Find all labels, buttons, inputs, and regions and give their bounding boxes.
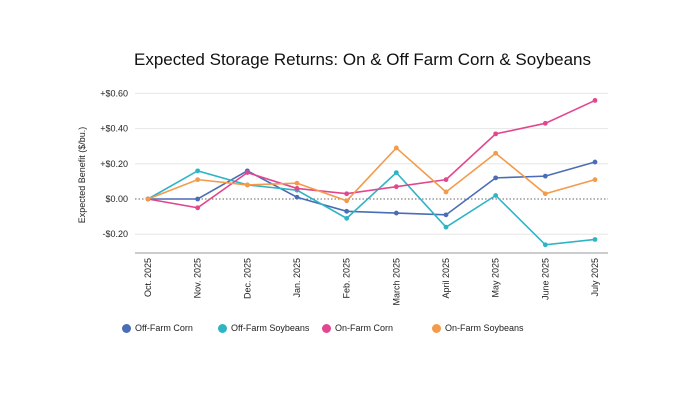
x-tick-label: Oct. 2025 [143, 258, 153, 297]
data-point [443, 212, 449, 218]
y-tick-label: +$0.40 [100, 124, 128, 134]
data-point [493, 175, 499, 181]
data-point [195, 177, 201, 183]
y-tick-label: +$0.60 [100, 88, 128, 98]
legend: Off-Farm Corn Off-Farm Soybeans On-Farm Co… [122, 323, 552, 333]
legend-item: Off-Farm Soybeans [218, 323, 322, 333]
legend-label: On-Farm Soybeans [445, 323, 524, 333]
data-point [294, 194, 300, 200]
data-point [195, 196, 201, 202]
data-point [542, 242, 548, 248]
x-tick-label: April 2025 [441, 258, 451, 299]
y-tick-label: -$0.20 [102, 229, 128, 239]
data-point [443, 224, 449, 230]
data-point [145, 196, 151, 202]
data-point [542, 191, 548, 197]
x-tick-label: Jan. 2025 [292, 258, 302, 298]
y-tick-label: +$0.20 [100, 159, 128, 169]
data-point [344, 198, 350, 204]
data-point [493, 131, 499, 137]
legend-label: Off-Farm Soybeans [231, 323, 310, 333]
x-tick-label: May 2025 [491, 258, 501, 298]
series-line [147, 146, 596, 202]
data-point [542, 173, 548, 179]
chart-title: Expected Storage Returns: On & Off Farm … [134, 50, 592, 69]
legend-item: On-Farm Corn [322, 323, 432, 333]
legend-dot-icon [122, 323, 131, 333]
data-point [493, 150, 499, 156]
data-point [592, 98, 598, 103]
data-point [195, 205, 201, 211]
data-point [344, 191, 350, 197]
legend-label: Off-Farm Corn [135, 323, 193, 333]
data-point [244, 182, 250, 188]
data-point [344, 215, 350, 221]
series-line [148, 161, 596, 216]
data-point [542, 120, 548, 126]
data-point [393, 184, 399, 190]
y-tick-label: $0.00 [105, 194, 128, 204]
data-point [493, 193, 499, 198]
data-point [244, 170, 250, 176]
x-tick-label: June 2025 [540, 258, 550, 300]
series-on-farm-corn [145, 98, 598, 211]
legend-label: On-Farm Corn [335, 323, 394, 333]
data-point [592, 159, 598, 165]
y-axis-label: Expected Benefit ($/bu.) [77, 127, 87, 224]
data-point [393, 170, 399, 176]
series-line [147, 169, 596, 246]
data-point [592, 177, 598, 183]
series-on-farm-soybeans [145, 145, 598, 204]
x-tick-label: Feb. 2025 [342, 258, 352, 299]
x-tick-label: Nov. 2025 [193, 258, 203, 298]
legend-dot-icon [432, 323, 441, 333]
series-line [147, 99, 596, 209]
x-tick-label: July 2025 [590, 258, 600, 297]
data-point [393, 145, 399, 151]
legend-item: Off-Farm Corn [122, 323, 218, 333]
x-tick-label: March 2025 [391, 258, 401, 306]
data-point [443, 177, 449, 183]
legend-item: On-Farm Soybeans [432, 323, 552, 333]
data-point [195, 168, 201, 174]
data-point [294, 180, 300, 186]
data-point [592, 237, 598, 242]
legend-dot-icon [322, 323, 331, 333]
data-point [294, 186, 300, 191]
data-point [443, 189, 449, 195]
x-tick-label: Dec. 2025 [242, 258, 252, 299]
series-off-farm-corn [145, 159, 598, 218]
legend-dot-icon [218, 323, 227, 333]
data-point [393, 210, 399, 216]
data-point [344, 208, 350, 214]
